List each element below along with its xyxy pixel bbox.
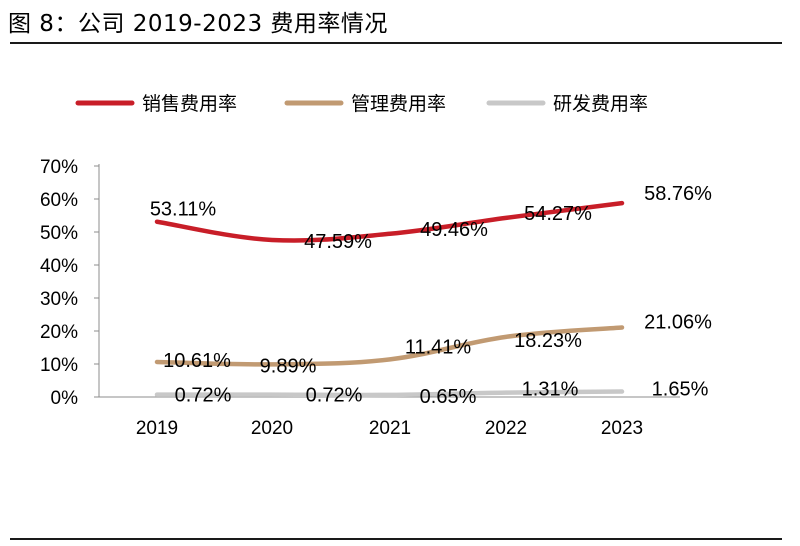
- series-line-1: [154, 200, 625, 243]
- data-label: 58.76%: [644, 183, 712, 205]
- data-label: 9.89%: [260, 355, 317, 377]
- data-label: 47.59%: [304, 231, 372, 253]
- legend-label: 管理费用率: [351, 93, 446, 115]
- series-line-3: [154, 389, 625, 398]
- data-label: 0.72%: [175, 385, 232, 407]
- x-tick-label: 2020: [251, 418, 293, 439]
- data-label: 0.65%: [420, 386, 477, 408]
- y-tick-label: 10%: [40, 355, 78, 376]
- top-rule: [10, 42, 782, 44]
- data-label: 53.11%: [150, 199, 217, 221]
- data-label: 0.72%: [306, 385, 363, 407]
- x-tick-label: 2021: [369, 418, 411, 439]
- x-tick-label: 2019: [136, 418, 178, 439]
- data-label: 49.46%: [420, 219, 488, 241]
- data-label: 18.23%: [514, 330, 582, 352]
- chart-title: 图 8：公司 2019-2023 费用率情况: [8, 11, 388, 37]
- y-tick-label: 30%: [40, 289, 78, 310]
- y-tick-label: 0%: [51, 388, 79, 409]
- data-label: 54.27%: [524, 203, 592, 225]
- y-tick-label: 50%: [40, 223, 78, 244]
- data-label: 10.61%: [163, 350, 231, 372]
- data-label: 1.65%: [652, 379, 709, 401]
- bottom-rule: [10, 538, 782, 540]
- y-tick-label: 20%: [40, 322, 78, 343]
- x-tick-label: 2023: [601, 418, 643, 439]
- legend-label: 研发费用率: [553, 93, 648, 115]
- y-tick-label: 40%: [40, 256, 78, 277]
- data-label: 11.41%: [405, 336, 472, 358]
- data-label: 21.06%: [644, 312, 712, 334]
- y-tick-label: 70%: [40, 157, 78, 178]
- legend-label: 销售费用率: [142, 93, 237, 115]
- data-label: 1.31%: [522, 379, 579, 401]
- series-line-2: [154, 325, 625, 367]
- x-tick-label: 2022: [485, 418, 527, 439]
- y-tick-label: 60%: [40, 190, 78, 211]
